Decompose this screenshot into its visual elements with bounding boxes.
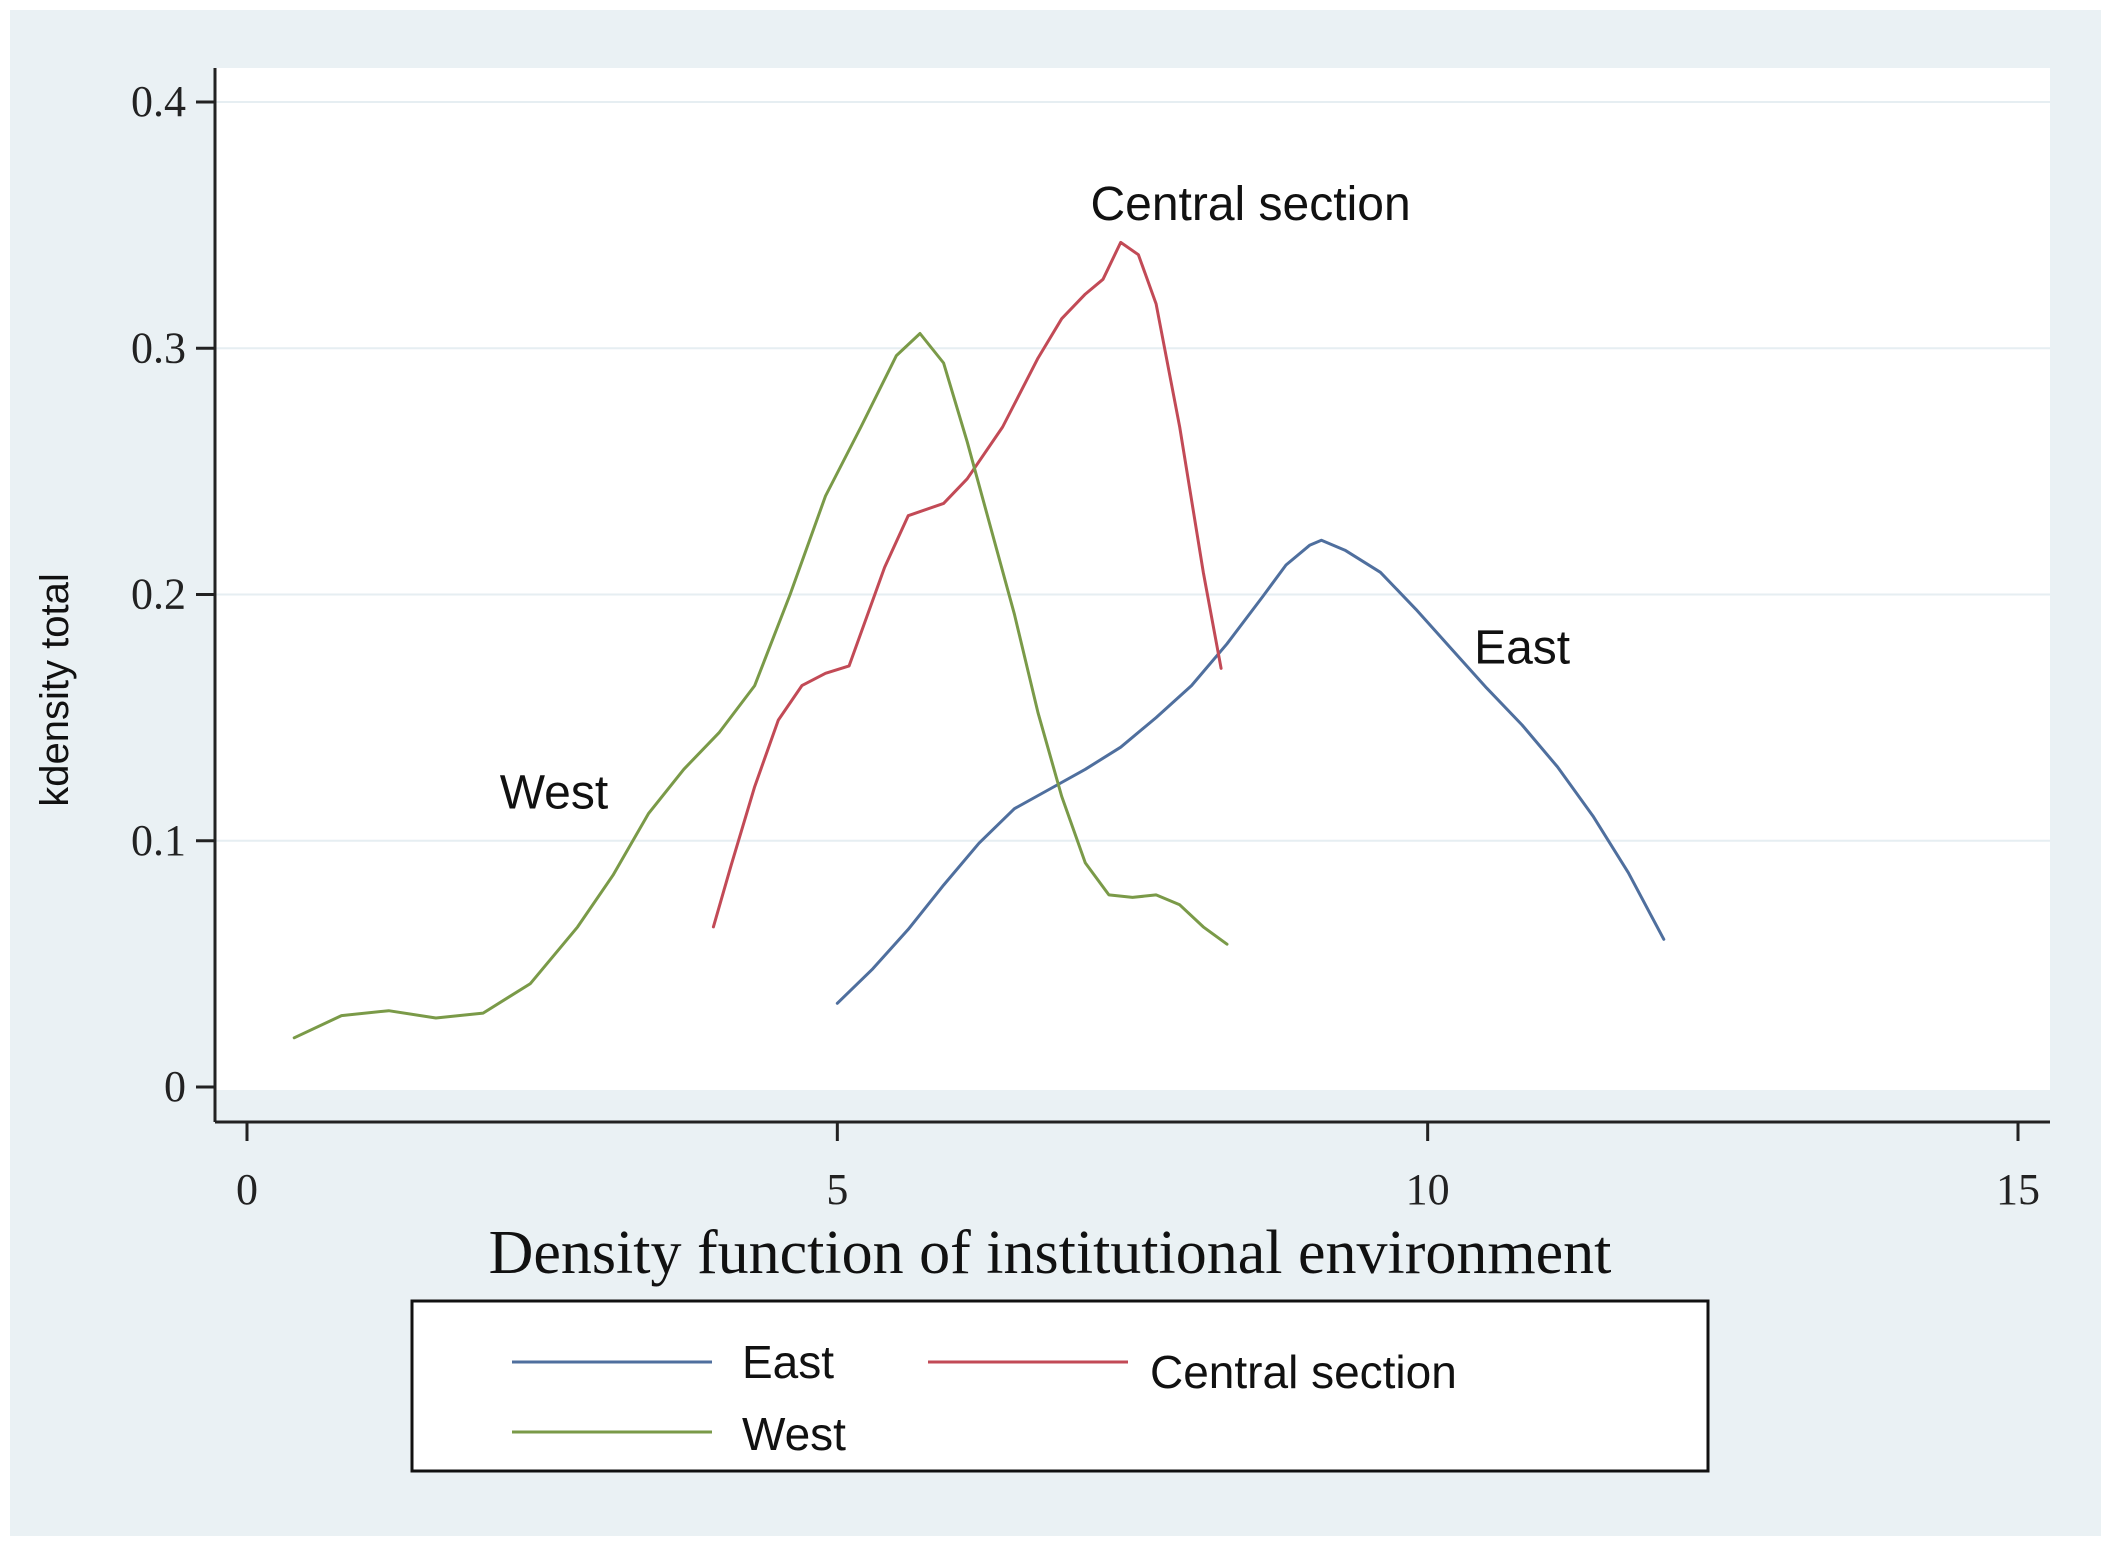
- annotation-west: West: [500, 767, 608, 820]
- x-tick-label: 10: [1406, 1165, 1450, 1214]
- legend-label-central-section: Central section: [1150, 1346, 1457, 1398]
- x-axis-ticks: 0 5 10 15: [236, 1122, 2040, 1214]
- y-axis-ticks: 0 0.1 0.2 0.3 0.4: [131, 77, 215, 1111]
- y-tick-label: 0: [164, 1062, 186, 1111]
- series-line-east: [835, 538, 1666, 1005]
- y-tick-label: 0.1: [131, 816, 186, 865]
- legend-label-east: East: [742, 1336, 834, 1388]
- annotation-central-section: Central section: [1090, 178, 1410, 231]
- series-line-central-section: [711, 240, 1223, 929]
- annotations: Central section East West: [500, 178, 1570, 820]
- x-tick-label: 15: [1996, 1165, 2040, 1214]
- legend-label-west: West: [742, 1408, 846, 1460]
- series-line-west: [292, 332, 1229, 1040]
- legend-box: [410, 1299, 1710, 1473]
- x-tick-label: 0: [236, 1165, 258, 1214]
- y-tick-label: 0.2: [131, 570, 186, 619]
- plot-area: [215, 68, 2050, 1090]
- y-axis-label: kdensity total: [33, 573, 77, 806]
- x-tick-label: 5: [826, 1165, 848, 1214]
- annotation-east: East: [1474, 621, 1570, 674]
- gridlines: [215, 101, 2050, 842]
- legend: East Central section West: [410, 1299, 1710, 1473]
- y-tick-label: 0.4: [131, 77, 186, 126]
- x-axis-label: Density function of institutional enviro…: [489, 1219, 1612, 1287]
- y-tick-label: 0.3: [131, 323, 186, 372]
- series-lines: [292, 240, 1666, 1040]
